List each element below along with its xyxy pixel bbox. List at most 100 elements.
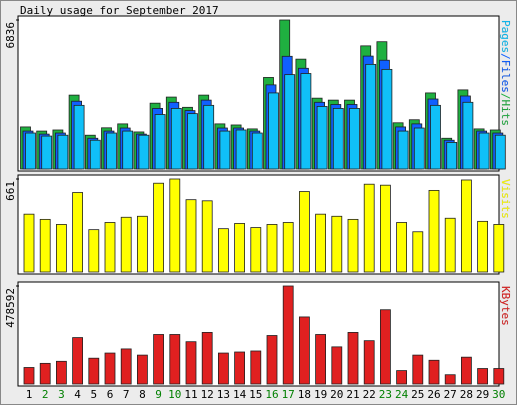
legend: Pages/Files/Hits xyxy=(499,20,512,126)
bar xyxy=(169,178,181,273)
bar xyxy=(72,192,83,273)
bar xyxy=(266,335,278,385)
x-tick-label: 26 xyxy=(427,388,440,401)
bar xyxy=(106,132,117,170)
legend-entry: Files xyxy=(499,60,512,93)
bar xyxy=(460,179,472,273)
bar xyxy=(73,104,85,170)
legend: KBytes xyxy=(499,286,512,326)
bar xyxy=(428,189,440,273)
bar xyxy=(89,139,101,170)
bar xyxy=(282,222,294,273)
x-tick-label: 5 xyxy=(90,388,97,401)
bar xyxy=(298,191,310,273)
bar xyxy=(201,200,213,273)
bar xyxy=(331,346,343,385)
bar xyxy=(477,220,489,273)
x-tick-label: 1 xyxy=(26,388,33,401)
legend-separator: / xyxy=(499,53,512,60)
bar xyxy=(284,74,296,170)
x-tick-label: 19 xyxy=(314,388,327,401)
x-tick-label: 28 xyxy=(460,388,473,401)
bar xyxy=(136,354,148,385)
x-tick-label: 12 xyxy=(201,388,214,401)
bar xyxy=(120,348,132,385)
x-tick-label: 27 xyxy=(444,388,457,401)
bar xyxy=(138,134,150,170)
bar xyxy=(250,350,262,385)
bar xyxy=(234,223,246,273)
bar xyxy=(331,215,343,273)
bar xyxy=(104,352,116,385)
bar xyxy=(379,309,391,385)
bar xyxy=(478,132,490,170)
bar xyxy=(412,231,424,273)
bar xyxy=(23,213,35,273)
bar xyxy=(316,106,328,170)
x-tick-label: 20 xyxy=(330,388,343,401)
bar xyxy=(120,216,132,273)
bar xyxy=(88,229,100,273)
bar xyxy=(444,217,456,273)
x-tick-label: 29 xyxy=(476,388,489,401)
bar xyxy=(494,134,506,170)
bar xyxy=(428,359,440,385)
bar xyxy=(349,108,360,170)
bar xyxy=(41,135,53,170)
x-tick-label: 6 xyxy=(107,388,114,401)
bar xyxy=(250,227,262,273)
x-tick-label: 16 xyxy=(265,388,278,401)
x-tick-label: 8 xyxy=(139,388,146,401)
bar xyxy=(365,63,377,170)
bar xyxy=(363,183,375,273)
bar xyxy=(477,368,489,385)
legend-entry: Pages xyxy=(499,20,512,53)
x-tick-label: 17 xyxy=(282,388,295,401)
bar xyxy=(56,224,67,273)
bar xyxy=(282,285,294,385)
x-tick-label: 11 xyxy=(184,388,197,401)
bar xyxy=(379,184,391,273)
bar xyxy=(460,356,472,385)
bar xyxy=(430,104,441,170)
x-tick-label: 25 xyxy=(411,388,424,401)
chart-title: Daily usage for September 2017 xyxy=(20,4,219,17)
bar xyxy=(136,215,148,273)
x-tick-label: 22 xyxy=(363,388,376,401)
bar xyxy=(412,354,424,385)
bar xyxy=(413,127,425,170)
legend: Visits xyxy=(499,179,512,219)
bar xyxy=(185,341,197,385)
bar xyxy=(88,357,100,385)
bar xyxy=(493,368,505,385)
x-tick-label: 18 xyxy=(298,388,311,401)
bar xyxy=(493,224,505,273)
bar xyxy=(268,92,279,170)
bar xyxy=(235,129,247,170)
bar xyxy=(201,332,213,385)
x-tick-label: 9 xyxy=(155,388,162,401)
bar xyxy=(298,316,310,385)
x-tick-label: 30 xyxy=(492,388,505,401)
bar xyxy=(39,218,51,273)
bar xyxy=(300,73,312,170)
bar xyxy=(219,130,231,170)
bar xyxy=(56,360,67,385)
x-tick-label: 21 xyxy=(346,388,359,401)
x-tick-label: 2 xyxy=(42,388,49,401)
legend-separator: / xyxy=(499,93,512,100)
bar xyxy=(381,68,393,170)
bar xyxy=(203,104,215,170)
bar xyxy=(57,134,69,170)
bar xyxy=(187,113,198,170)
bar xyxy=(396,222,408,273)
y-tick-label: 661 xyxy=(4,181,17,201)
bar xyxy=(153,182,165,273)
x-tick-label: 4 xyxy=(74,388,81,401)
bar xyxy=(251,132,263,170)
bar xyxy=(396,370,408,385)
bar xyxy=(266,224,278,273)
bar xyxy=(170,108,182,170)
legend-entry: KBytes xyxy=(499,286,512,326)
